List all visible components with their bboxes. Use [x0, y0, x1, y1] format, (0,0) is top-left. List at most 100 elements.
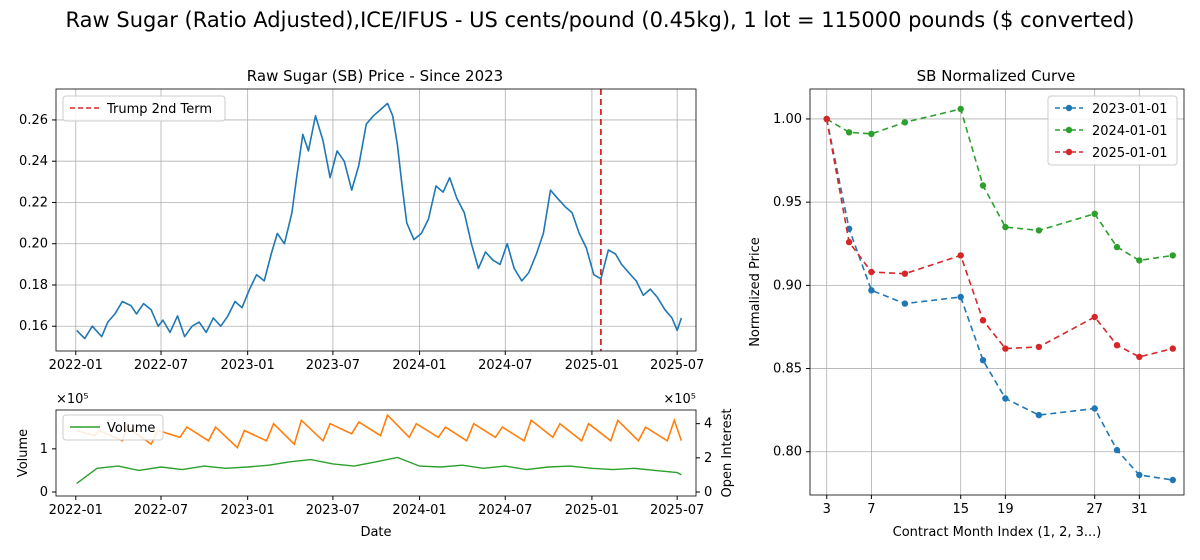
- curve-grid: [810, 89, 1184, 495]
- curve-legend-label: 2024-01-01: [1092, 124, 1168, 139]
- price-series-line: [76, 102, 683, 340]
- price-x-tick-label: 2025-07: [650, 358, 704, 373]
- curve-chart: SB Normalized Curve 3 7 15 19 27 31 0.800.850…: [748, 67, 1185, 540]
- curve-y-ticks: 0.80 0.85 0.90 0.95 1.00: [773, 112, 810, 460]
- curve-point: [1169, 476, 1177, 484]
- volume-plot-area: [76, 413, 683, 484]
- curve-point: [1113, 446, 1121, 454]
- curve-point: [1136, 257, 1143, 264]
- curve-x-tick-label: 3: [823, 502, 831, 517]
- curve-point: [1035, 227, 1043, 234]
- curve-point: [1113, 342, 1121, 349]
- curve-point: [1035, 411, 1043, 419]
- volume-y-tick-label: 1: [40, 442, 48, 457]
- curve-y-axis-label: Normalized Price: [748, 237, 763, 347]
- curve-point: [1091, 210, 1098, 217]
- volume-offset-right: ×10⁵: [663, 392, 696, 407]
- price-axes-frame: [55, 88, 697, 352]
- price-legend: Trump 2nd Term: [62, 95, 226, 122]
- legend-volume-label: Volume: [107, 421, 155, 436]
- curve-legend-marker: [1065, 104, 1073, 112]
- curve-point: [868, 287, 875, 294]
- curve-y-tick-label: 0.85: [773, 362, 802, 377]
- volume-x-ticks: 2022-01 2022-07 2023-01 2023-07 2024-01 2024-…: [49, 496, 704, 518]
- price-chart: Raw Sugar (SB) Price - Since 2023 2022-0…: [19, 67, 704, 373]
- curve-point: [1002, 223, 1009, 231]
- curve-point: [979, 357, 987, 364]
- open-interest-series-line: [76, 413, 683, 449]
- volume-offset-left: ×10⁵: [56, 392, 89, 407]
- curve-legend-label: 2023-01-01: [1092, 102, 1168, 117]
- curve-point: [1169, 252, 1177, 259]
- volume-x-tick-label: 2022-01: [49, 503, 103, 518]
- open-interest-y-axis-label: Open Interest: [720, 409, 735, 498]
- curve-point: [901, 270, 909, 277]
- curve-point: [901, 300, 909, 307]
- volume-x-tick-label: 2025-01: [565, 503, 619, 518]
- curve-point: [868, 268, 875, 276]
- figure-suptitle: Raw Sugar (Ratio Adjusted),ICE/IFUS - US…: [66, 8, 1135, 32]
- curve-x-tick-label: 7: [867, 502, 875, 517]
- volume-y-axis-label: Volume: [16, 429, 31, 477]
- curve-x-tick-label: 15: [952, 502, 969, 517]
- volume-series-line: [76, 456, 682, 484]
- curve-y-tick-label: 0.90: [773, 278, 802, 293]
- legend-vline-label: Trump 2nd Term: [106, 102, 212, 117]
- curve-legend-label: 2025-01-01: [1092, 146, 1168, 161]
- curve-point: [1091, 405, 1098, 412]
- curve-legend-marker: [1065, 126, 1073, 134]
- curve-x-axis-label: Contract Month Index (1, 2, 3...): [893, 525, 1102, 540]
- price-chart-title: Raw Sugar (SB) Price - Since 2023: [247, 67, 503, 85]
- curve-plot-area: [823, 105, 1177, 484]
- open-interest-y-tick-label: 0: [704, 485, 712, 500]
- price-y-tick-label: 0.26: [19, 113, 48, 128]
- volume-x-tick-label: 2023-07: [306, 503, 360, 518]
- open-interest-y-tick-label: 2: [704, 451, 712, 466]
- curve-x-tick-label: 19: [997, 502, 1014, 517]
- price-y-ticks: 0.16 0.18 0.20 0.22 0.24 0.26: [19, 113, 56, 334]
- curve-point: [957, 293, 964, 301]
- price-x-tick-label: 2023-01: [221, 358, 275, 373]
- volume-x-tick-label: 2025-07: [650, 503, 704, 518]
- curve-x-tick-label: 31: [1131, 502, 1148, 517]
- open-interest-y-tick-label: 4: [704, 417, 712, 432]
- curve-y-tick-label: 1.00: [773, 112, 802, 127]
- price-y-tick-label: 0.16: [19, 319, 48, 334]
- price-y-tick-label: 0.22: [19, 195, 48, 210]
- price-x-ticks: 2022-01 2022-07 2023-01 2023-07 2024-01 2024-…: [49, 351, 704, 373]
- curve-series-line: [826, 108, 1173, 262]
- volume-y-ticks: 01: [40, 442, 56, 500]
- curve-point: [1136, 353, 1143, 361]
- curve-axes-frame: [809, 88, 1185, 496]
- price-x-tick-label: 2023-07: [306, 358, 360, 373]
- curve-point: [845, 238, 853, 246]
- volume-y-tick-label: 0: [40, 485, 48, 500]
- curve-point: [1091, 313, 1098, 321]
- curve-series-line: [825, 118, 1173, 358]
- price-x-tick-label: 2025-01: [565, 358, 619, 373]
- curve-legend: 2023-01-01 2024-01-01 2025-01-01: [1047, 95, 1178, 166]
- curve-point: [1002, 345, 1009, 352]
- curve-point: [868, 130, 875, 138]
- price-y-tick-label: 0.18: [19, 278, 48, 293]
- curve-point: [1113, 243, 1121, 251]
- volume-chart: ×10⁵ ×10⁵ 2022-01 2022-07 2023-01 2023-07 20…: [16, 392, 735, 540]
- curve-point: [901, 119, 909, 126]
- curve-point: [979, 182, 987, 189]
- volume-axes-frame: [55, 409, 697, 497]
- curve-legend-marker: [1065, 148, 1073, 156]
- curve-point: [845, 129, 853, 136]
- volume-x-axis-label: Date: [360, 525, 391, 540]
- curve-point: [957, 252, 964, 259]
- curve-point: [1002, 395, 1009, 402]
- curve-point: [1035, 343, 1043, 351]
- curve-point: [1136, 471, 1143, 479]
- curve-x-ticks: 3 7 15 19 27 31: [823, 495, 1148, 517]
- volume-x-tick-label: 2022-07: [134, 503, 188, 518]
- price-x-tick-label: 2024-07: [478, 358, 532, 373]
- curve-point: [1169, 345, 1177, 352]
- price-plot-area: [76, 89, 683, 351]
- volume-x-tick-label: 2024-07: [478, 503, 532, 518]
- volume-legend: Volume: [62, 414, 164, 441]
